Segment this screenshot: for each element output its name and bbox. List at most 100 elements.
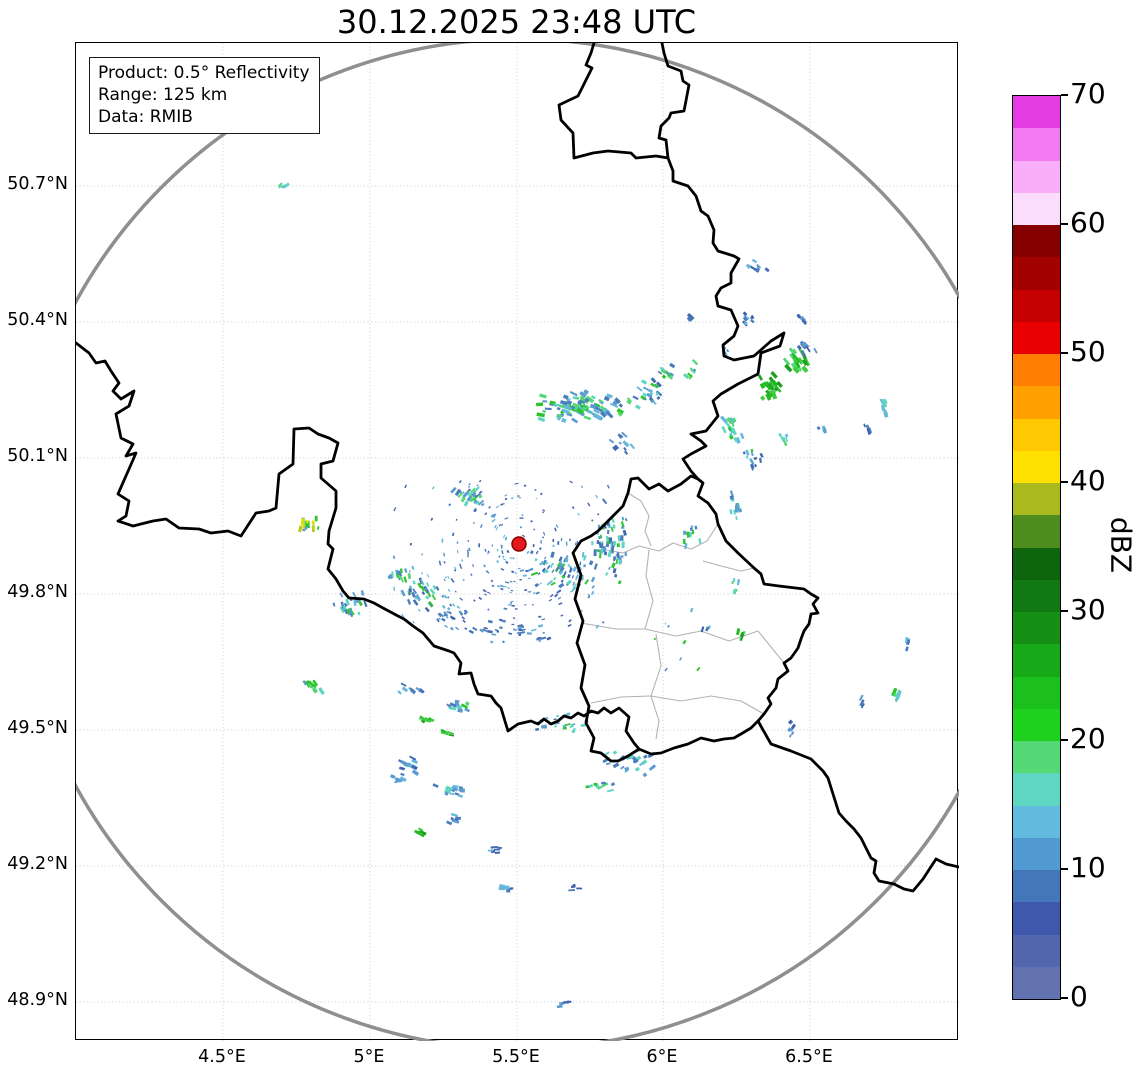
radar-echo (447, 575, 450, 580)
radar-echo (534, 583, 539, 588)
plot-title: 30.12.2025 23:48 UTC (336, 3, 697, 41)
radar-echo (406, 598, 412, 605)
radar-echo (733, 437, 738, 443)
radar-echo (572, 728, 576, 731)
radar-echo (537, 572, 541, 575)
radar-echo (687, 313, 695, 320)
radar-echo (511, 604, 515, 607)
radar-echo (504, 517, 509, 520)
radar-echo (432, 783, 439, 788)
radar-echo (517, 626, 522, 630)
colorbar (1012, 95, 1061, 1000)
radar-echo (745, 449, 750, 456)
radar-echo (721, 425, 727, 434)
radar-echo (590, 590, 595, 596)
colorbar-tick-mark (1061, 997, 1068, 999)
radar-echo (455, 816, 462, 820)
radar-echo (593, 782, 598, 787)
radar-echo (463, 500, 469, 507)
radar-echo (409, 755, 417, 761)
radar-echo (473, 507, 477, 513)
radar-echo (411, 764, 416, 769)
radar-echo (769, 381, 774, 389)
radar-echo (533, 528, 536, 531)
radar-echo (550, 551, 555, 558)
radar-echo (494, 851, 501, 854)
radar-echo (484, 593, 487, 596)
radar-echo (540, 636, 547, 640)
radar-echo (590, 395, 596, 400)
radar-echo (822, 427, 827, 434)
info-product: Product: 0.5° Reflectivity (98, 63, 310, 83)
country-border (756, 719, 959, 893)
colorbar-segment (1013, 805, 1060, 838)
x-axis-label: 6°E (646, 1047, 678, 1067)
radar-echo (511, 497, 514, 499)
radar-echo (398, 766, 406, 771)
radar-echo (461, 559, 464, 562)
radar-echo (426, 573, 430, 578)
radar-echo (760, 395, 766, 401)
radar-echo (421, 572, 424, 575)
radar-echo (412, 620, 415, 624)
radar-echo (532, 591, 536, 595)
radar-echo (654, 383, 660, 389)
radar-echo (446, 820, 453, 826)
radar-echo (502, 558, 507, 561)
radar-echo (451, 603, 456, 607)
y-axis-label: 50.7°N (7, 174, 68, 194)
radar-echo (553, 576, 557, 581)
radar-echo (514, 572, 517, 574)
radar-echo (553, 718, 557, 721)
radar-echo (456, 549, 459, 554)
radar-echo (587, 593, 590, 596)
radar-echo (472, 626, 478, 632)
radar-echo (606, 393, 613, 399)
radar-echo (450, 626, 454, 631)
colorbar-segment (1013, 772, 1060, 806)
radar-echo (504, 497, 508, 501)
radar-echo (796, 344, 802, 350)
radar-echo (355, 600, 358, 604)
radar-echo (600, 543, 604, 548)
radar-echo (478, 479, 482, 483)
radar-echo (866, 427, 872, 435)
radar-echo (734, 504, 738, 513)
radar-echo (569, 538, 571, 542)
radar-echo (530, 519, 533, 523)
radar-echo (446, 730, 455, 735)
radar-echo (538, 582, 543, 586)
radar-echo (345, 599, 349, 603)
radar-echo (622, 529, 627, 536)
country-border (76, 341, 641, 751)
radar-echo (314, 515, 318, 522)
radar-echo (484, 512, 488, 516)
radar-echo (397, 574, 401, 579)
radar-echo (543, 556, 547, 560)
radar-echo (801, 315, 807, 322)
radar-echo (550, 581, 556, 586)
radar-echo (556, 589, 562, 594)
radar-echo (521, 534, 526, 538)
colorbar-segment (1013, 353, 1060, 387)
radar-echo (603, 395, 610, 402)
radar-echo (733, 589, 737, 595)
y-axis-label: 49.8°N (7, 582, 68, 602)
radar-echo (444, 789, 451, 794)
radar-echo (563, 1000, 569, 1004)
colorbar-tick-mark (1061, 868, 1068, 870)
y-axis-label: 49.2°N (7, 854, 68, 874)
radar-echo (494, 524, 497, 529)
radar-echo (411, 565, 415, 571)
radar-echo (456, 605, 461, 609)
radar-echo (650, 382, 656, 387)
radar-echo (591, 584, 595, 589)
radar-echo (597, 513, 600, 516)
radar-echo (898, 690, 902, 697)
radar-echo (557, 596, 562, 600)
radar-echo (626, 399, 632, 405)
radar-echo (750, 318, 755, 324)
radar-echo (452, 784, 459, 788)
radar-echo (612, 524, 616, 529)
radar-echo (490, 845, 498, 849)
